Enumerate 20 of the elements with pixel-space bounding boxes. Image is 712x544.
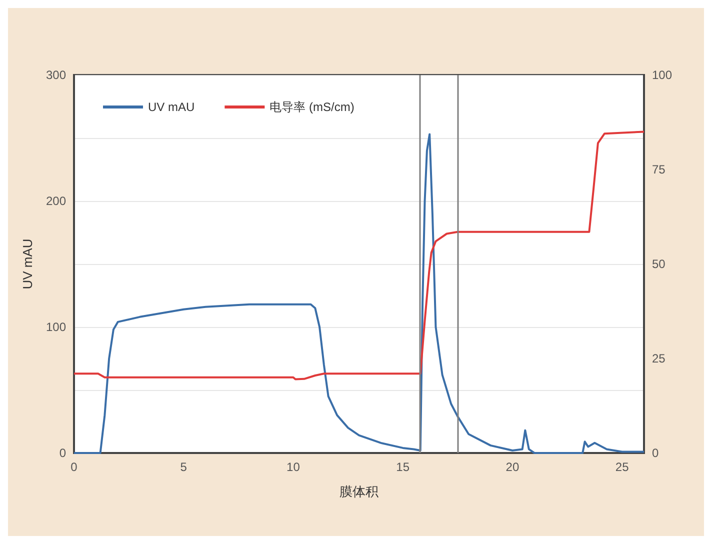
y-tick-label: 200 <box>46 194 66 208</box>
y-tick-label: 100 <box>46 320 66 334</box>
y2-tick-label: 0 <box>652 446 659 460</box>
x-tick-label: 5 <box>180 460 188 474</box>
x-axis-title: 膜体积 <box>340 484 378 499</box>
line-series <box>73 130 645 380</box>
x-tick-label: 0 <box>70 460 78 474</box>
y2-tick-label: 25 <box>652 352 666 366</box>
x-tick-label: 20 <box>506 460 520 474</box>
y-tick-label: 0 <box>59 446 66 460</box>
y2-tick-label: 50 <box>652 257 666 271</box>
y-tick-label: 300 <box>46 68 66 82</box>
y2-tick-label: 100 <box>652 68 672 82</box>
x-tick-label: 15 <box>396 460 410 474</box>
x-tick-label: 25 <box>615 460 630 474</box>
y-axis-title: UV mAU <box>20 238 35 290</box>
y2-tick-label: 75 <box>652 162 666 176</box>
x-tick-label: 10 <box>286 460 300 474</box>
legend-label: UV mAU <box>148 100 195 114</box>
legend-label: 电导率 (mS/cm) <box>270 100 354 114</box>
